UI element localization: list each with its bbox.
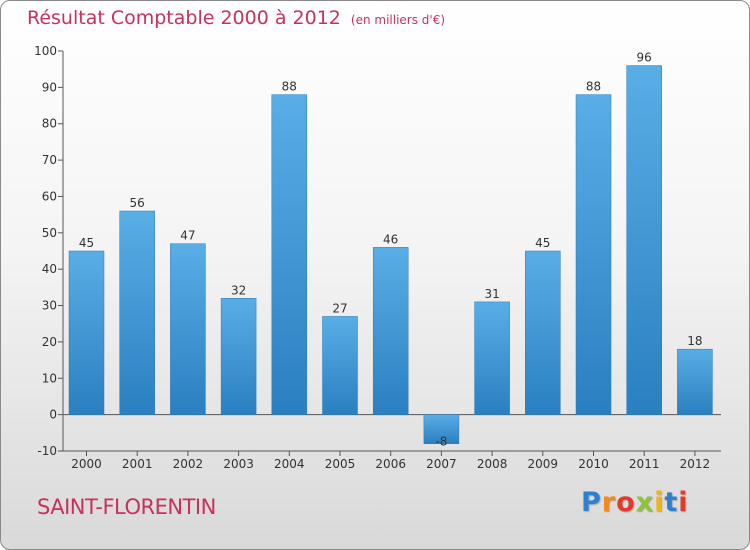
chart-subtitle: (en milliers d'€) (350, 13, 446, 27)
brand-logo-letter: r (601, 487, 617, 518)
chart-axes: -10 0 10 20 30 40 50 60 70 80 90 100 2000 2001 2002 200… (34, 44, 721, 471)
bar-2010 (575, 94, 612, 415)
brand-logo-letter: i (678, 487, 689, 518)
bar-2005 (322, 316, 358, 415)
x-tick-label: 2012 (680, 457, 711, 471)
y-tick-label: 70 (42, 153, 57, 167)
y-tick-label: 50 (42, 226, 57, 240)
y-tick-label: 60 (42, 189, 57, 203)
bar-2007 (423, 414, 460, 444)
bar-2009 (525, 250, 561, 415)
bar-2008 (474, 301, 510, 415)
data-label-2007: -8 (435, 435, 447, 449)
x-tick-label: 2007 (426, 457, 457, 471)
data-label-2001: 56 (130, 196, 145, 210)
chart-title: Résultat Comptable 2000 à 2012 (en millie… (27, 7, 445, 29)
x-tick-label: 2004 (274, 457, 305, 471)
y-tick-label: 10 (42, 371, 57, 385)
x-tick-label: 2010 (578, 457, 609, 471)
bar-2004 (271, 94, 308, 415)
chart-title-text: Résultat Comptable 2000 à 2012 (27, 7, 341, 29)
x-tick-label: 2001 (122, 457, 153, 471)
data-label-2008: 31 (484, 287, 499, 301)
y-tick-label: -10 (37, 444, 57, 458)
y-tick-label: 20 (42, 335, 57, 349)
x-tick-label: 2011 (629, 457, 660, 471)
y-tick-label: 0 (49, 408, 57, 422)
data-label-2000: 45 (79, 236, 94, 250)
y-tick-label: 80 (42, 117, 57, 131)
chart-data-labels: 45 56 47 32 88 27 46 -8 31 45 88 96 18 (79, 51, 703, 449)
chart-bars (68, 65, 713, 444)
bar-chart: -10 0 10 20 30 40 50 60 70 80 90 100 2000 2001 2002 200… (34, 44, 721, 471)
brand-logo-letter: x (635, 487, 655, 518)
x-tick-label: 2000 (71, 457, 102, 471)
x-tick-label: 2005 (325, 457, 356, 471)
brand-logo: Proxiti (581, 487, 689, 518)
x-tick-label: 2003 (223, 457, 254, 471)
brand-logo-letter: o (616, 487, 636, 518)
brand-logo-letter: P (581, 487, 602, 518)
brand-logo-letter: t (664, 487, 679, 518)
data-label-2011: 96 (637, 51, 652, 65)
y-tick-label: 40 (42, 262, 57, 276)
x-tick-label: 2009 (528, 457, 559, 471)
data-label-2006: 46 (383, 232, 398, 246)
x-tick-label: 2008 (477, 457, 508, 471)
x-tick-label: 2006 (375, 457, 406, 471)
data-label-2009: 45 (535, 236, 550, 250)
bar-2000 (68, 250, 105, 415)
data-label-2003: 32 (231, 283, 246, 297)
data-label-2012: 18 (687, 334, 702, 348)
bar-2006 (372, 247, 409, 415)
data-label-2002: 47 (180, 229, 195, 243)
data-label-2005: 27 (332, 301, 347, 315)
bar-2012 (677, 348, 713, 415)
bar-2003 (220, 298, 257, 415)
bar-2002 (170, 243, 206, 415)
bar-2001 (119, 210, 155, 415)
data-label-2010: 88 (586, 80, 601, 94)
y-tick-label: 100 (34, 44, 57, 58)
y-tick-label: 90 (42, 80, 57, 94)
commune-name: SAINT-FLORENTIN (37, 495, 216, 519)
x-tick-label: 2002 (173, 457, 204, 471)
y-tick-label: 30 (42, 299, 57, 313)
data-label-2004: 88 (282, 80, 297, 94)
brand-logo-letter: i (654, 487, 665, 518)
bar-2011 (626, 65, 662, 415)
